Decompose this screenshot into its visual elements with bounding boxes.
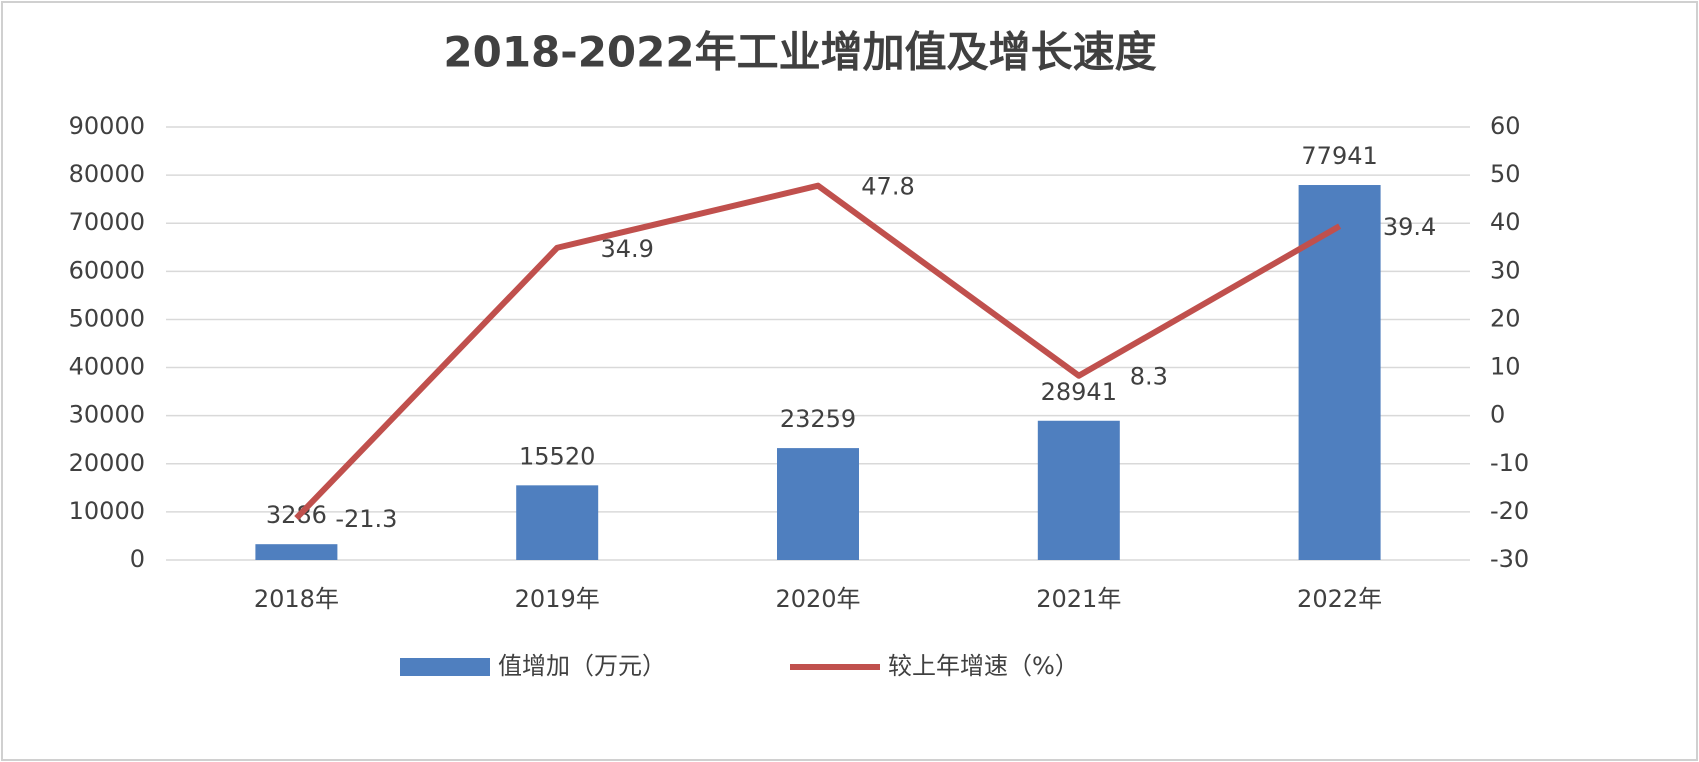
bar-value-label: 15520 (519, 442, 595, 470)
bar (255, 544, 338, 560)
y2-tick-label: -10 (1490, 449, 1529, 477)
y-tick-label: 90000 (69, 112, 145, 140)
y2-tick-label: 50 (1490, 160, 1521, 188)
y-tick-label: 60000 (69, 256, 145, 284)
y2-tick-label: 20 (1490, 304, 1521, 332)
chart-title: 2018-2022年工业增加值及增长速度 (443, 28, 1156, 77)
x-tick-label: 2020年 (775, 585, 860, 613)
line-value-label: 34.9 (600, 235, 653, 263)
y-tick-label: 10000 (69, 497, 145, 525)
y2-tick-label: 40 (1490, 208, 1521, 236)
y-tick-label: 50000 (69, 304, 145, 332)
y2-tick-label: 60 (1490, 112, 1521, 140)
x-tick-label: 2021年 (1036, 585, 1121, 613)
x-tick-label: 2019年 (515, 585, 600, 613)
y2-tick-label: -20 (1490, 497, 1529, 525)
line-value-label: -21.3 (335, 505, 397, 533)
bar-value-label: 23259 (780, 405, 856, 433)
line (294, 182, 1342, 521)
line-value-label: 39.4 (1383, 213, 1436, 241)
legend-swatch (400, 658, 490, 676)
legend-label: 值增加（万元） (498, 652, 666, 680)
y-tick-label: 20000 (69, 449, 145, 477)
bar (777, 448, 859, 560)
bar (1298, 185, 1381, 560)
bar-value-label: 77941 (1301, 142, 1377, 170)
line-value-label: 47.8 (861, 173, 914, 201)
bar (1037, 420, 1120, 560)
y2-tick-label: 0 (1490, 401, 1505, 429)
y-tick-label: 40000 (69, 353, 145, 381)
y2-tick-label: -30 (1490, 545, 1529, 573)
bar (516, 485, 599, 560)
bar-value-label: 28941 (1041, 378, 1117, 406)
y2-tick-label: 30 (1490, 256, 1521, 284)
x-tick-label: 2022年 (1297, 585, 1382, 613)
y-tick-label: 80000 (69, 160, 145, 188)
x-tick-label: 2018年 (254, 585, 339, 613)
y-tick-label: 0 (130, 545, 145, 573)
y-tick-label: 30000 (69, 401, 145, 429)
y2-tick-label: 10 (1490, 353, 1521, 381)
line-value-label: 8.3 (1130, 363, 1168, 391)
legend-label: 较上年增速（%） (888, 652, 1079, 680)
y-tick-label: 70000 (69, 208, 145, 236)
